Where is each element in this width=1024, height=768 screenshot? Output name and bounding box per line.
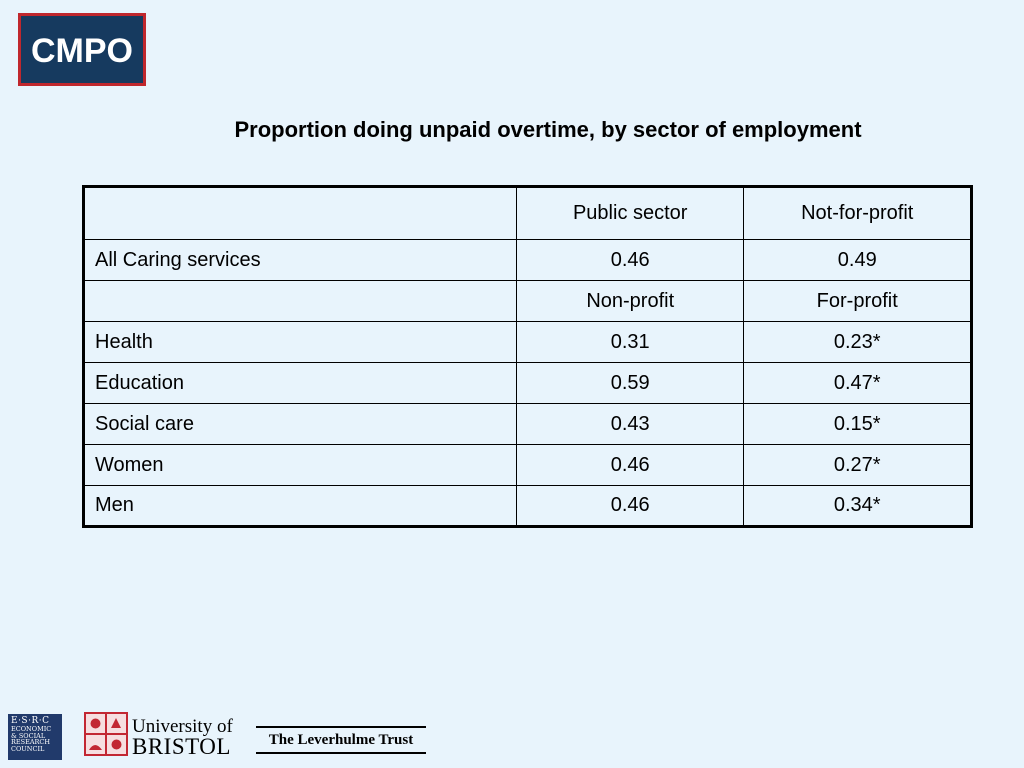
- table-cell-value: 0.46: [515, 239, 745, 281]
- cmpo-logo: CMPO: [18, 13, 146, 86]
- table-cell-value: 0.46: [515, 485, 745, 527]
- table-cell-value: 0.49: [743, 239, 972, 281]
- bristol-logo-line2: BRISTOL: [132, 734, 231, 759]
- table-row: Women 0.46 0.27*: [83, 444, 972, 486]
- table-row: Education 0.59 0.47*: [83, 362, 972, 404]
- table-subheader-for-profit: For-profit: [743, 280, 972, 322]
- table-cell-value: 0.15*: [743, 403, 972, 445]
- esrc-logo-line: RESEARCH: [11, 738, 51, 747]
- leverhulme-logo: The Leverhulme Trust: [256, 726, 426, 754]
- esrc-logo-line: COUNCIL: [11, 744, 45, 753]
- table-header-public-sector: Public sector: [515, 186, 745, 240]
- table-row: Social care 0.43 0.15*: [83, 403, 972, 445]
- overtime-table: Public sector Not-for-profit All Caring …: [82, 185, 973, 528]
- table-cell-label: Social care: [83, 403, 517, 445]
- table-header-row: Public sector Not-for-profit: [83, 186, 972, 240]
- footer-logos: E·S·R·C ECONOMIC & SOCIAL RESEARCH COUNC…: [0, 700, 1024, 768]
- bristol-logo-line1: University of: [132, 716, 233, 737]
- esrc-logo: E·S·R·C ECONOMIC & SOCIAL RESEARCH COUNC…: [8, 714, 62, 760]
- table-row: All Caring services 0.46 0.49: [83, 239, 972, 281]
- table-cell-label: [83, 186, 517, 240]
- table-cell-value: 0.43: [515, 403, 745, 445]
- bristol-crest-icon: [84, 712, 128, 756]
- table-cell-value: 0.47*: [743, 362, 972, 404]
- cmpo-logo-text: CMPO: [31, 32, 133, 70]
- table-cell-label: Men: [83, 485, 517, 527]
- table-cell-value: 0.31: [515, 321, 745, 363]
- table-cell-label: [83, 280, 517, 322]
- table-cell-label: Education: [83, 362, 517, 404]
- table-row: Health 0.31 0.23*: [83, 321, 972, 363]
- table-cell-value: 0.23*: [743, 321, 972, 363]
- table-cell-value: 0.46: [515, 444, 745, 486]
- table-cell-label: Women: [83, 444, 517, 486]
- table-cell-label: All Caring services: [83, 239, 517, 281]
- table-subheader-non-profit: Non-profit: [515, 280, 745, 322]
- table-cell-label: Health: [83, 321, 517, 363]
- bristol-logo: University of BRISTOL: [84, 712, 234, 759]
- page-title: Proportion doing unpaid overtime, by sec…: [234, 117, 862, 142]
- esrc-logo-line: & SOCIAL: [11, 731, 46, 740]
- table-row: Men 0.46 0.34*: [83, 485, 972, 527]
- esrc-logo-top: E·S·R·C: [11, 716, 50, 726]
- table-header-not-for-profit: Not-for-profit: [743, 186, 972, 240]
- table-cell-value: 0.59: [515, 362, 745, 404]
- esrc-logo-line: ECONOMIC: [11, 725, 52, 733]
- cmpo-logo-mark: CMPO: [31, 32, 133, 70]
- table-subheader-row: Non-profit For-profit: [83, 280, 972, 322]
- table-cell-value: 0.27*: [743, 444, 972, 486]
- table-cell-value: 0.34*: [743, 485, 972, 527]
